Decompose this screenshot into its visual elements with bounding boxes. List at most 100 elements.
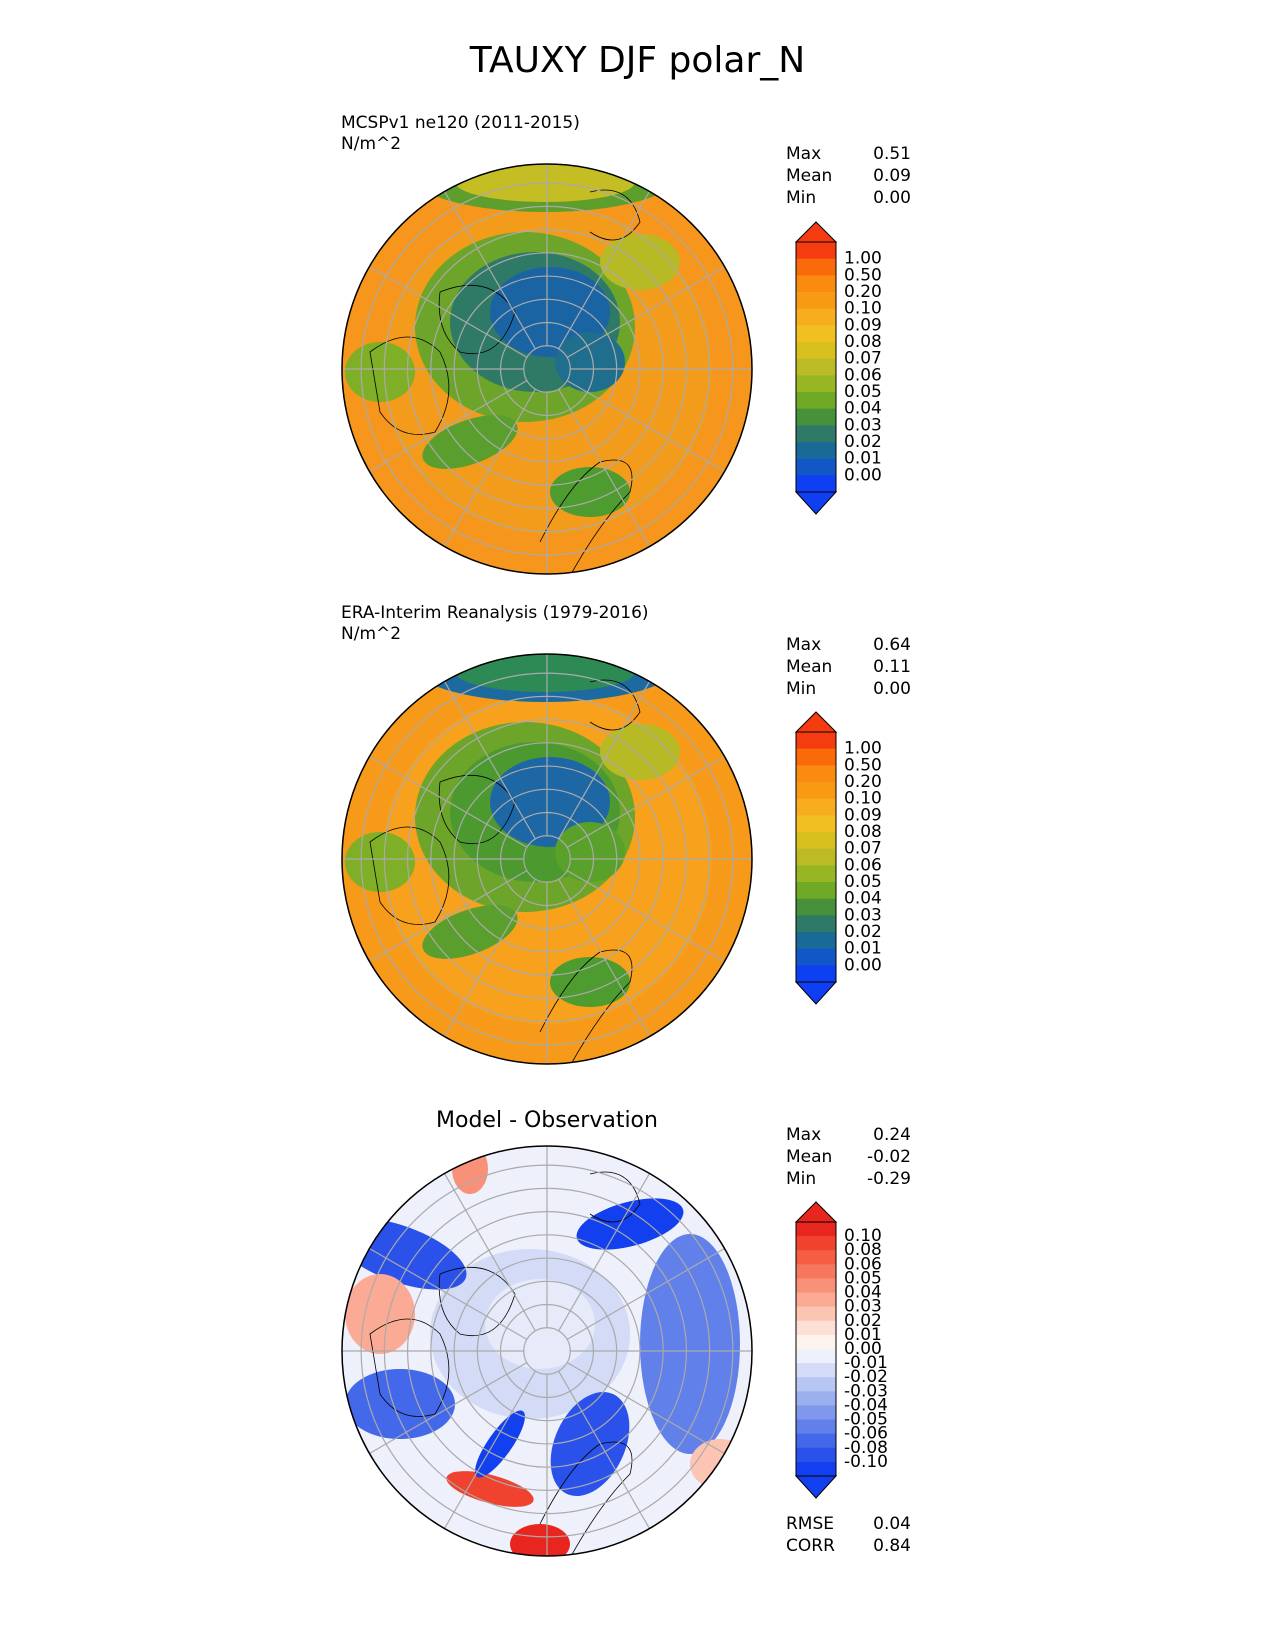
meridian-line xyxy=(443,1370,537,1529)
figure-title: TAUXY DJF polar_N xyxy=(469,40,806,81)
colorbar-segment xyxy=(796,932,836,950)
stat-label: Max xyxy=(786,635,822,655)
meridian-line xyxy=(369,379,528,473)
meridian-line xyxy=(443,388,537,547)
field-band xyxy=(550,1392,630,1496)
colorbar-frame xyxy=(795,241,837,493)
colorbar-tick-label: 0.10 xyxy=(844,789,882,809)
colorbar-tick-label: 1.00 xyxy=(844,739,882,759)
colorbar-segment xyxy=(796,325,836,343)
meridian-line xyxy=(557,878,651,1037)
colorbar-segment xyxy=(796,1222,836,1237)
coastline xyxy=(539,1441,633,1556)
stat-value: -0.29 xyxy=(867,1169,911,1189)
colorbar-segment xyxy=(796,915,836,933)
meridian-line xyxy=(443,191,537,350)
colorbar-segment xyxy=(796,1391,836,1406)
stat-value: -0.02 xyxy=(867,1147,911,1167)
meridian-line xyxy=(566,1247,725,1341)
field-band xyxy=(345,342,415,402)
stat-label: Max xyxy=(786,144,822,164)
colorbar-tick-label: -0.06 xyxy=(844,1424,888,1444)
field-band xyxy=(475,1410,525,1478)
colorbar-segment xyxy=(796,342,836,360)
colorbar-segment xyxy=(796,1292,836,1308)
field-band xyxy=(600,234,680,290)
coastline xyxy=(589,679,641,731)
colorbar-segment xyxy=(796,732,836,750)
coastline xyxy=(369,336,450,435)
field-band xyxy=(555,332,625,392)
colorbar-tick-label: 0.06 xyxy=(844,365,882,385)
metric-label: RMSE xyxy=(786,1514,835,1534)
map-field xyxy=(342,654,752,1064)
field-band xyxy=(345,1274,415,1354)
colorbar-tick-label: 0.08 xyxy=(844,332,882,352)
colorbar-tick-label: 0.20 xyxy=(844,282,882,302)
field-band xyxy=(600,724,680,780)
stat-max-row: Max 0.51 xyxy=(786,143,911,165)
colorbar-tick-label: 0.01 xyxy=(844,1325,882,1345)
stat-value: 0.51 xyxy=(873,144,911,164)
colorbar-tick-label: 0.02 xyxy=(844,432,882,452)
colorbar-segment xyxy=(796,242,836,260)
colorbar-tick-label: 0.01 xyxy=(844,939,882,959)
stat-value: 0.00 xyxy=(873,679,911,699)
colorbar-segment xyxy=(796,1320,836,1336)
colorbar-extend-top xyxy=(794,221,838,243)
meridian-line xyxy=(443,681,537,840)
field-band xyxy=(510,1524,570,1556)
colorbar-segment xyxy=(796,1461,836,1477)
stat-label: Mean xyxy=(786,657,833,677)
colorbar-segment xyxy=(796,798,836,816)
panel-model-title: MCSPv1 ne120 (2011-2015) xyxy=(341,113,580,133)
colorbar-tick-label: 0.06 xyxy=(844,1254,882,1274)
panel-diff-title: Model - Observation xyxy=(436,1108,658,1133)
colorbar-tick-label: 0.05 xyxy=(844,1268,882,1288)
colorbar-segment xyxy=(796,425,836,443)
metric-value: 0.04 xyxy=(873,1514,911,1534)
stat-min-row: Min 0.00 xyxy=(786,187,911,209)
meridian-line xyxy=(443,1173,537,1332)
field-band xyxy=(576,1198,684,1250)
stat-value: 0.24 xyxy=(873,1125,911,1145)
stat-mean-row: Mean -0.02 xyxy=(786,1146,911,1168)
meridian-line xyxy=(566,379,725,473)
stat-label: Max xyxy=(786,1125,822,1145)
colorbar-frame xyxy=(795,1221,837,1477)
colorbar-tick-label: 0.05 xyxy=(844,382,882,402)
colorbar-segment xyxy=(796,1278,836,1294)
colorbar-tick-label: 0.07 xyxy=(844,839,882,859)
colorbar-segment xyxy=(796,815,836,833)
meridian-line xyxy=(369,1247,528,1341)
panel-model-units: N/m^2 xyxy=(341,134,402,154)
stat-value: 0.11 xyxy=(873,657,911,677)
stat-label: Min xyxy=(786,679,817,699)
field-band xyxy=(455,654,635,692)
colorbar-segment xyxy=(796,375,836,393)
coastline xyxy=(539,949,633,1064)
colorbar-tick-label: 0.04 xyxy=(844,399,882,419)
map-border xyxy=(341,653,753,1065)
colorbar-extend-bottom xyxy=(794,981,838,1005)
colorbar-tick-label: 0.20 xyxy=(844,772,882,792)
colorbar-tick-label: 0.04 xyxy=(844,889,882,909)
polar-map-obs xyxy=(341,653,753,1065)
field-band xyxy=(345,1369,455,1439)
colorbar-segment xyxy=(796,275,836,293)
map-border xyxy=(341,163,753,575)
field-band xyxy=(345,832,415,892)
meridian-line xyxy=(566,869,725,963)
panel-obs-units: N/m^2 xyxy=(341,624,402,644)
colorbar-model: 1.000.500.200.100.090.080.070.060.050.04… xyxy=(794,221,882,515)
colorbar-segment xyxy=(796,458,836,476)
colorbar-tick-label: -0.08 xyxy=(844,1438,888,1458)
metric-rmse-row: RMSE 0.04 xyxy=(786,1513,911,1535)
colorbar-tick-label: 0.08 xyxy=(844,1240,882,1260)
meridian-line xyxy=(557,681,651,840)
colorbar-tick-label: 1.00 xyxy=(844,249,882,269)
colorbar-tick-label: 0.00 xyxy=(844,1339,882,1359)
stat-value: 0.09 xyxy=(873,166,911,186)
colorbar-segment xyxy=(796,865,836,883)
colorbar-segment xyxy=(796,1405,836,1421)
